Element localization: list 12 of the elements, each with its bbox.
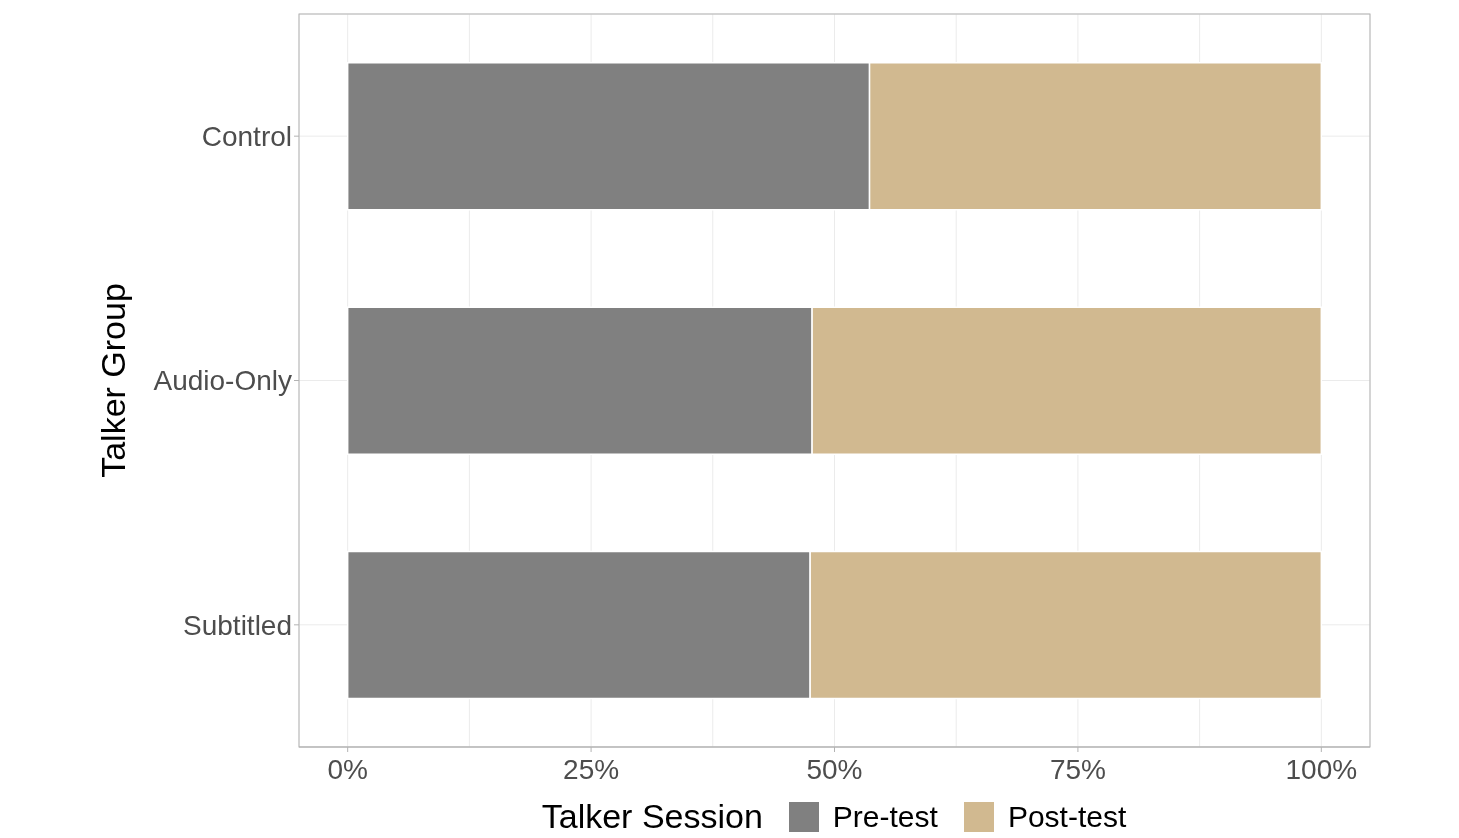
- x-tick-label: 100%: [1285, 754, 1358, 785]
- legend-title: Talker Session: [541, 797, 763, 836]
- x-tick-label: 75%: [1049, 754, 1106, 785]
- x-tick-label: 25%: [563, 754, 620, 785]
- x-tick-label: 0%: [327, 754, 368, 785]
- y-axis-title: Talker Group: [94, 283, 133, 478]
- y-tick-label: Control: [201, 121, 292, 153]
- x-tick-label: 50%: [806, 754, 863, 785]
- legend-label: Post-test: [1007, 799, 1127, 834]
- y-tick-label: Subtitled: [183, 609, 292, 641]
- y-tick-label: Audio-Only: [153, 365, 292, 397]
- legend-label: Pre-test: [832, 799, 938, 834]
